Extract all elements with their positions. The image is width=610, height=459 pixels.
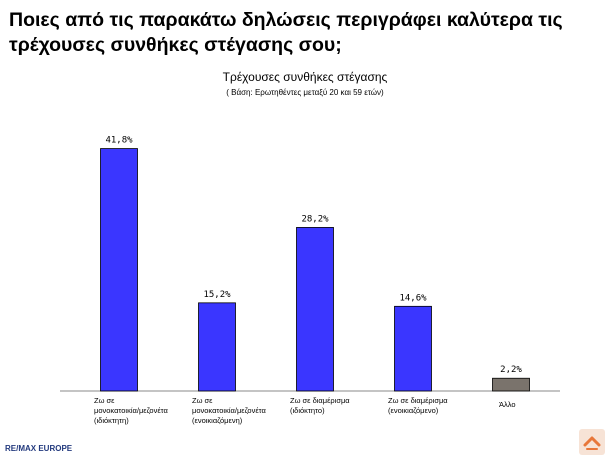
category-label-line: Ζω σε bbox=[94, 396, 115, 405]
category-label-line: Ζω σε διαμέρισμα bbox=[290, 396, 350, 405]
category-label: Ζω σε μονοκατοικία/μεζονέτα (ενοικιαζόμενη… bbox=[192, 396, 292, 426]
category-label-line: (ενοικιαζόμενη) bbox=[192, 416, 243, 425]
bar bbox=[394, 305, 432, 392]
category-label: Άλλο bbox=[499, 400, 599, 410]
bar bbox=[198, 302, 236, 392]
chart-subtitle: ( Βάση: Ερωτηθέντες μεταξύ 20 και 59 ετώ… bbox=[226, 88, 384, 97]
category-label-line: Ζω σε διαμέρισμα bbox=[388, 396, 448, 405]
footer-brand: RE/MAX EUROPE bbox=[5, 444, 73, 453]
data-label: 28,2% bbox=[301, 214, 329, 224]
bar bbox=[296, 227, 334, 392]
category-label-line: μονοκατοικία/μεζονέτα bbox=[192, 406, 266, 415]
category-label-line: Άλλο bbox=[499, 400, 516, 409]
bar bbox=[100, 148, 138, 392]
data-label: 15,2% bbox=[203, 290, 231, 300]
data-label: 2,2% bbox=[500, 365, 522, 375]
category-label: Ζω σε διαμέρισμα (ιδιόκτητο) bbox=[290, 396, 390, 416]
page-question: Ποιες από τις παρακάτω δηλώσεις περιγράφ… bbox=[9, 9, 563, 56]
category-label-line: Ζω σε bbox=[192, 396, 213, 405]
category-label-line: (ενοικιαζόμενο) bbox=[388, 406, 439, 415]
data-label: 41,8% bbox=[105, 136, 133, 146]
category-label-line: (ιδιόκτητο) bbox=[290, 406, 325, 415]
category-label-line: μονοκατοικία/μεζονέτα bbox=[94, 406, 168, 415]
brand-logo-icon bbox=[579, 429, 605, 455]
chart-title: Τρέχουσες συνθήκες στέγασης bbox=[222, 70, 388, 84]
category-label-line: (ιδιόκτητη) bbox=[94, 416, 129, 425]
data-label: 14,6% bbox=[399, 293, 427, 303]
category-label: Ζω σε μονοκατοικία/μεζονέτα (ιδιόκτητη) bbox=[94, 396, 194, 426]
category-label: Ζω σε διαμέρισμα (ενοικιαζόμενο) bbox=[388, 396, 488, 416]
bar bbox=[492, 377, 530, 392]
